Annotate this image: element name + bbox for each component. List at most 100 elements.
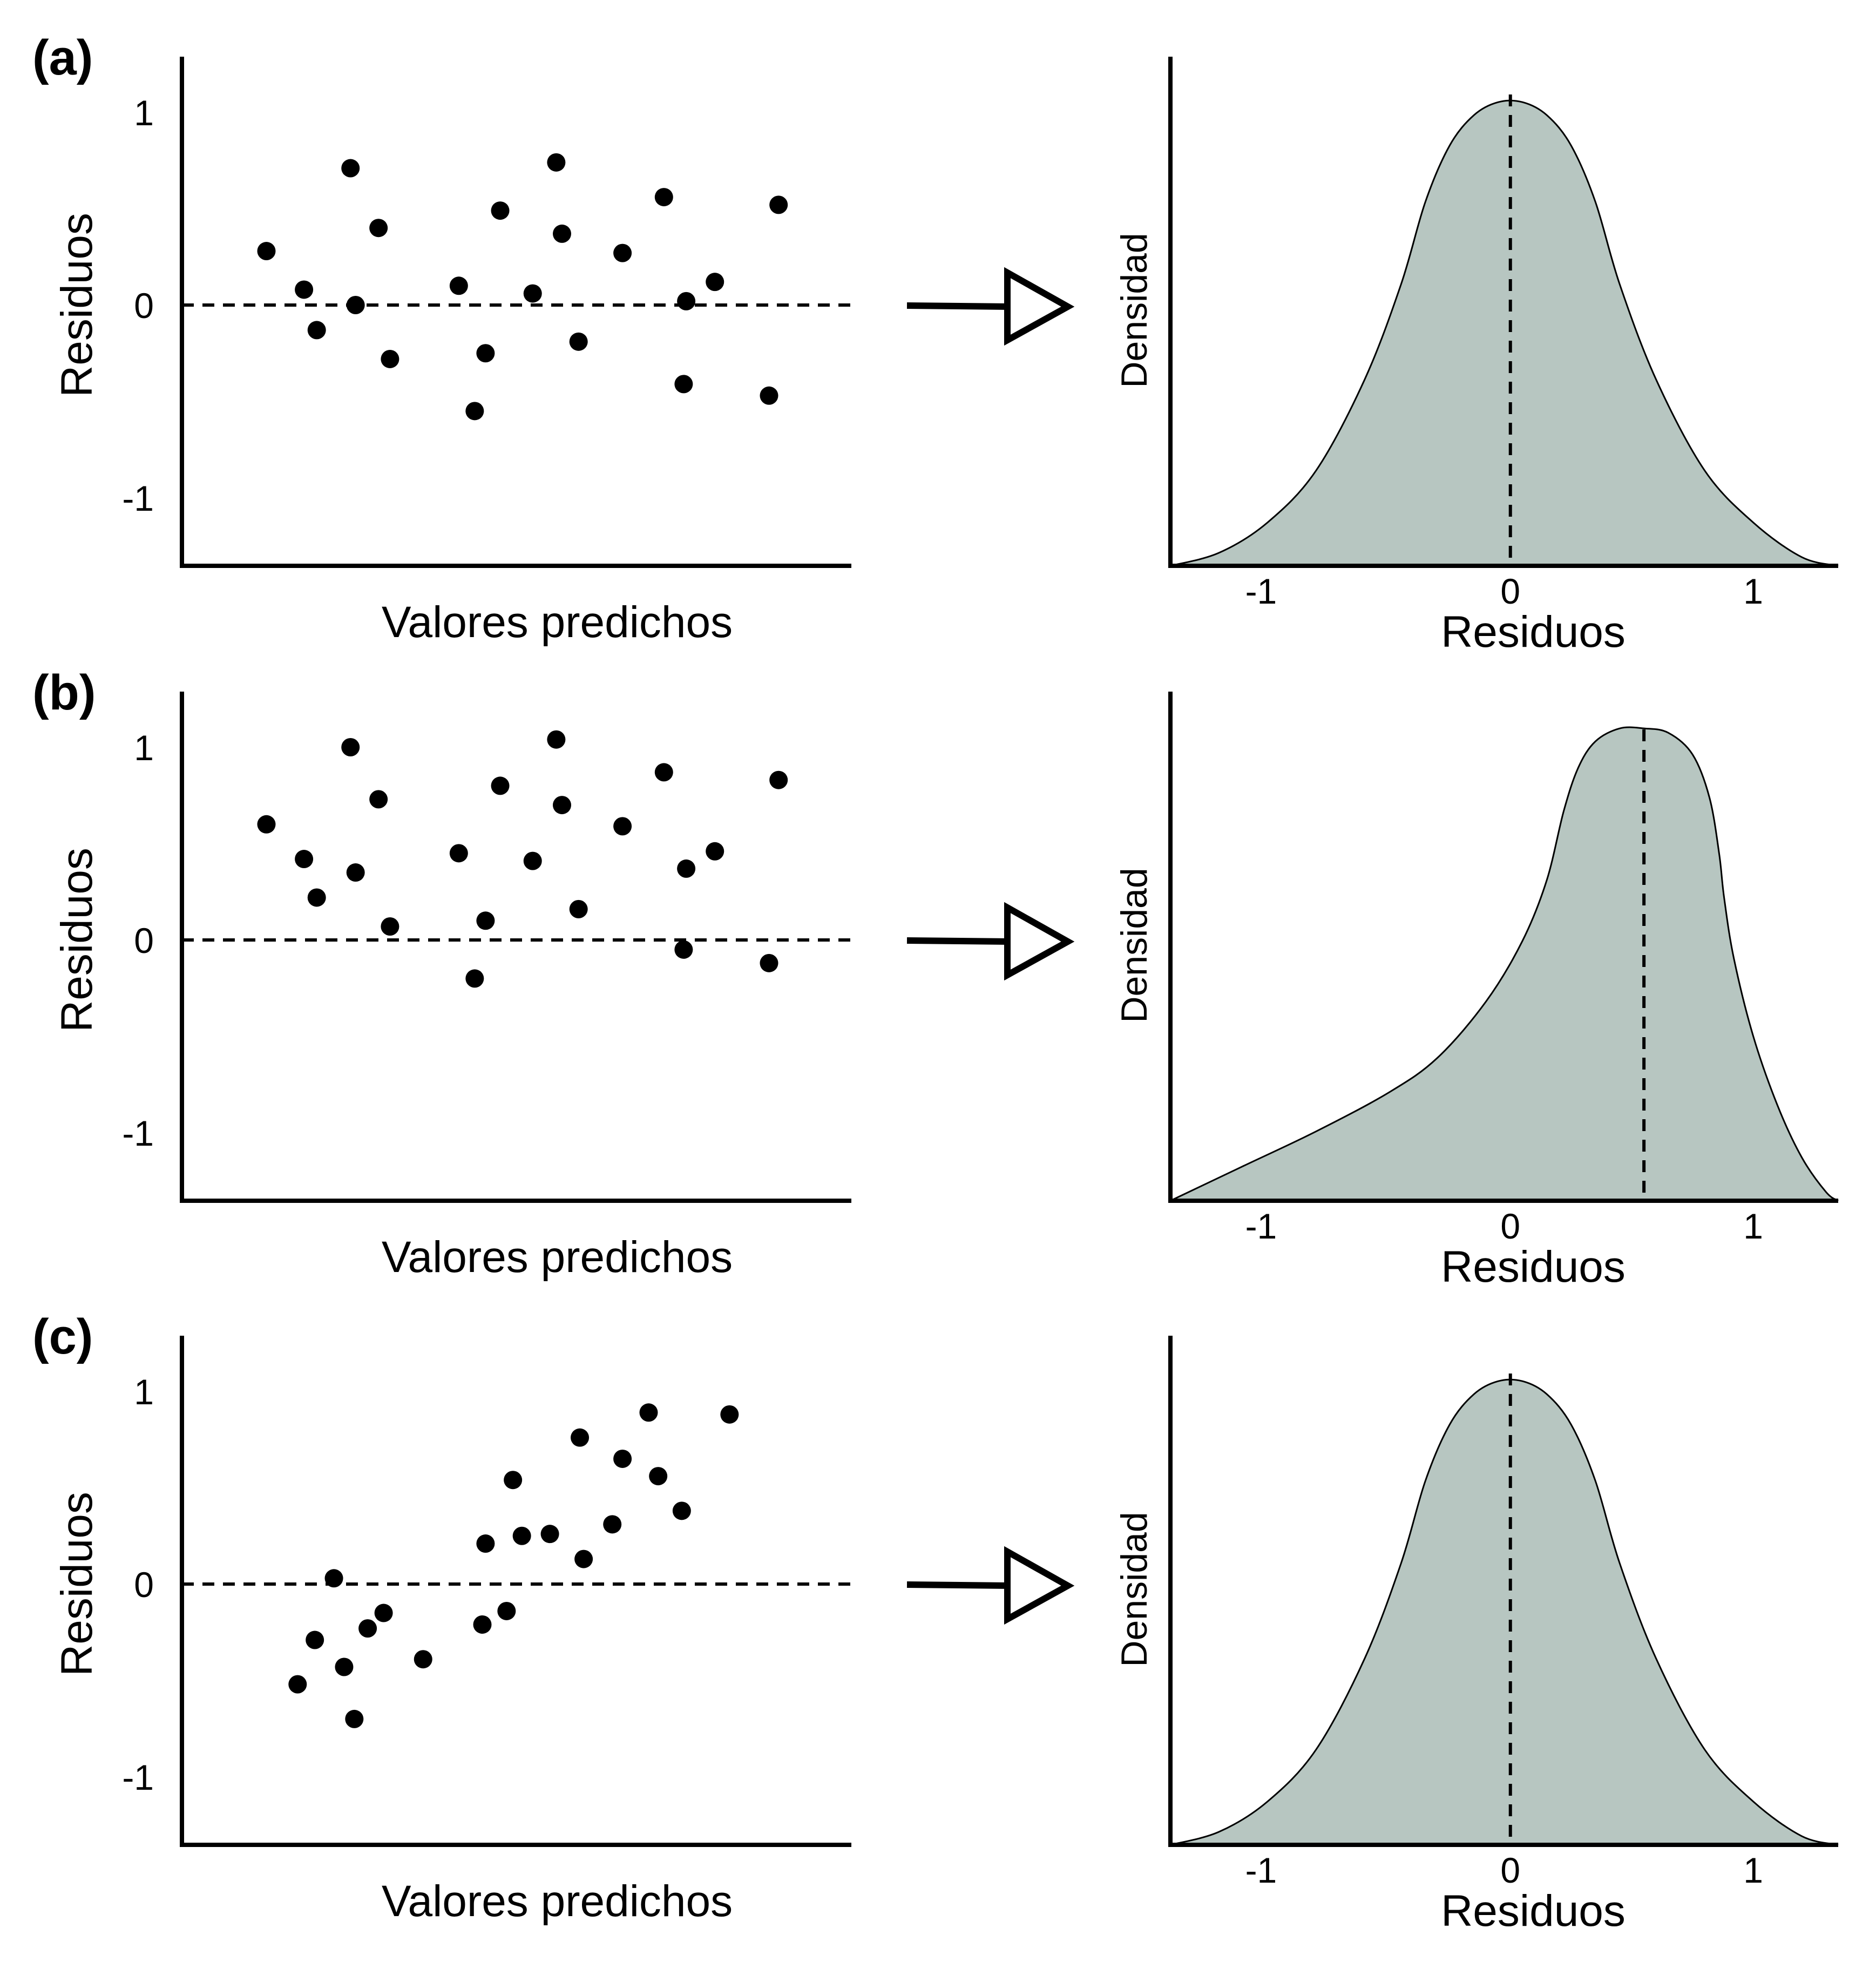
x-axis-title: Valores predichos <box>382 598 733 647</box>
arrow-head <box>1004 267 1075 346</box>
data-point <box>523 851 542 870</box>
data-point <box>523 284 542 303</box>
data-point <box>672 1501 691 1520</box>
density-area <box>1170 727 1838 1201</box>
y-tick-label: 1 <box>134 728 154 768</box>
data-point <box>706 273 724 292</box>
data-point <box>574 1550 593 1568</box>
data-point <box>491 776 510 795</box>
data-point <box>571 1428 590 1447</box>
arrow-shaft <box>906 1581 1011 1589</box>
y-axis-title: Residuos <box>52 213 101 397</box>
data-point <box>307 888 326 907</box>
data-point <box>504 1471 523 1490</box>
arrow-shaft <box>906 302 1011 310</box>
x-axis-title: Valores predichos <box>382 1233 733 1282</box>
data-point <box>769 770 788 789</box>
x-tick-label: 1 <box>1743 1850 1763 1890</box>
y-tick-label: 0 <box>134 1565 154 1605</box>
y-axis-title: Densidad <box>1114 233 1155 388</box>
data-point <box>381 917 399 936</box>
y-axis-title: Densidad <box>1114 1512 1155 1667</box>
data-point <box>345 1709 364 1728</box>
density-curve <box>1170 726 1839 1202</box>
data-point <box>512 1526 531 1545</box>
density-area <box>1170 100 1838 566</box>
y-tick-label: 0 <box>134 921 154 960</box>
data-point <box>613 817 632 836</box>
data-point <box>358 1619 377 1638</box>
data-point <box>553 796 571 815</box>
residual-scatter-plot: 1 0 -1 Valores predichos Residuos <box>52 692 851 1282</box>
y-tick-label: -1 <box>122 1757 154 1797</box>
data-point <box>706 842 724 861</box>
data-point <box>381 349 399 368</box>
x-tick-label: 1 <box>1743 571 1763 611</box>
y-tick-label: -1 <box>122 478 154 518</box>
data-point <box>476 344 495 363</box>
data-point <box>257 815 276 834</box>
data-point <box>677 859 696 878</box>
data-point <box>674 940 693 959</box>
data-point <box>547 730 566 749</box>
data-point <box>449 276 468 295</box>
residual-scatter-plot: 1 0 -1 Valores predichos Residuos <box>52 57 851 647</box>
x-tick-label: 0 <box>1500 1206 1520 1246</box>
data-point <box>639 1403 658 1422</box>
data-point <box>553 224 571 243</box>
residual-scatter-plot: 1 0 -1 Valores predichos Residuos <box>52 1336 851 1926</box>
data-point <box>569 332 588 351</box>
arrow-icon <box>906 902 1075 981</box>
x-tick-label: 0 <box>1500 1850 1520 1890</box>
data-point <box>295 280 314 299</box>
x-tick-label: -1 <box>1245 571 1277 611</box>
data-point <box>540 1525 559 1544</box>
data-point <box>414 1650 432 1669</box>
y-tick-label: 1 <box>134 93 154 133</box>
x-axis-title: Valores predichos <box>382 1877 733 1926</box>
data-point <box>654 188 673 207</box>
x-tick-label: 0 <box>1500 571 1520 611</box>
data-point <box>346 863 365 882</box>
data-point <box>369 219 388 238</box>
data-point <box>720 1405 739 1424</box>
arrow-head <box>1004 1546 1075 1625</box>
panel-row-a: (a) 1 0 -1 Valores predichos Residuos -1 0 1 Resi… <box>32 30 1839 657</box>
data-point <box>476 1534 495 1553</box>
data-point <box>760 386 778 405</box>
x-tick-label: -1 <box>1245 1206 1277 1246</box>
x-tick-label: -1 <box>1245 1850 1277 1890</box>
x-tick-label: 1 <box>1743 1206 1763 1246</box>
data-point <box>307 321 326 340</box>
data-point <box>677 292 696 310</box>
y-axis-title: Residuos <box>52 848 101 1032</box>
data-point <box>346 296 365 314</box>
data-point <box>674 375 693 394</box>
residual-density-plot: -1 0 1 Residuos Densidad <box>1114 1336 1839 1936</box>
panel-label: (b) <box>32 665 96 720</box>
data-point <box>335 1657 354 1676</box>
data-point <box>603 1515 622 1534</box>
data-point <box>324 1569 343 1588</box>
x-axis-title: Residuos <box>1441 607 1626 657</box>
data-point <box>476 911 495 930</box>
data-point <box>473 1615 492 1634</box>
y-tick-label: 1 <box>134 1372 154 1412</box>
data-point <box>613 243 632 262</box>
panel-label: (a) <box>32 30 93 85</box>
data-point <box>613 1449 632 1468</box>
data-point <box>295 850 314 869</box>
data-point <box>547 153 566 172</box>
panel-row-b: (b) 1 0 -1 Valores predichos Residuos -1 0 1 Resi… <box>32 665 1839 1291</box>
data-point <box>465 402 484 421</box>
residual-density-plot: -1 0 1 Residuos Densidad <box>1114 692 1839 1291</box>
arrow-shaft <box>906 937 1011 945</box>
residual-density-plot: -1 0 1 Residuos Densidad <box>1114 57 1839 657</box>
data-point <box>369 790 388 809</box>
data-point <box>649 1467 668 1486</box>
density-area <box>1170 1379 1838 1845</box>
data-point <box>306 1631 324 1649</box>
arrow-head <box>1004 902 1075 981</box>
data-point <box>654 763 673 782</box>
